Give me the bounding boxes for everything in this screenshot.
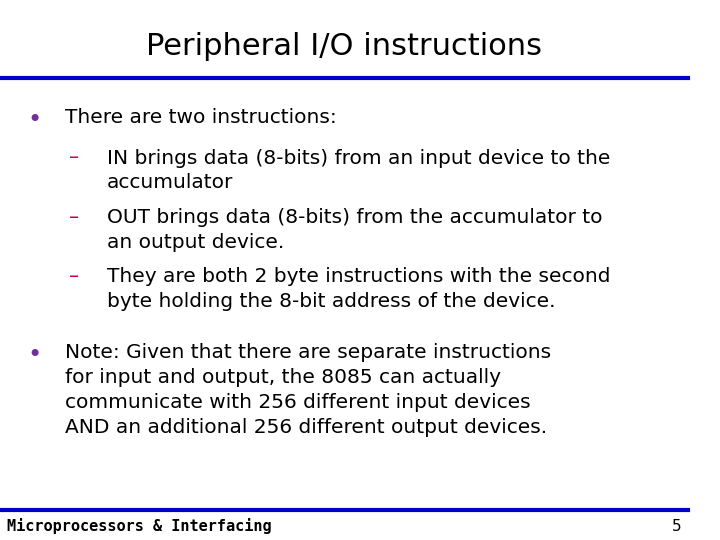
Text: –: – xyxy=(69,267,79,286)
Text: Note: Given that there are separate instructions
for input and output, the 8085 : Note: Given that there are separate inst… xyxy=(66,343,552,437)
Text: •: • xyxy=(27,343,42,367)
Text: IN brings data (8-bits) from an input device to the
accumulator: IN brings data (8-bits) from an input de… xyxy=(107,148,610,192)
Text: Peripheral I/O instructions: Peripheral I/O instructions xyxy=(146,32,542,62)
Text: OUT brings data (8-bits) from the accumulator to
an output device.: OUT brings data (8-bits) from the accumu… xyxy=(107,208,602,252)
Text: They are both 2 byte instructions with the second
byte holding the 8-bit address: They are both 2 byte instructions with t… xyxy=(107,267,610,311)
Text: There are two instructions:: There are two instructions: xyxy=(66,108,337,127)
Text: 5: 5 xyxy=(672,519,681,534)
Text: –: – xyxy=(69,208,79,227)
Text: –: – xyxy=(69,148,79,167)
Text: •: • xyxy=(27,108,42,132)
Text: Microprocessors & Interfacing: Microprocessors & Interfacing xyxy=(7,518,271,535)
